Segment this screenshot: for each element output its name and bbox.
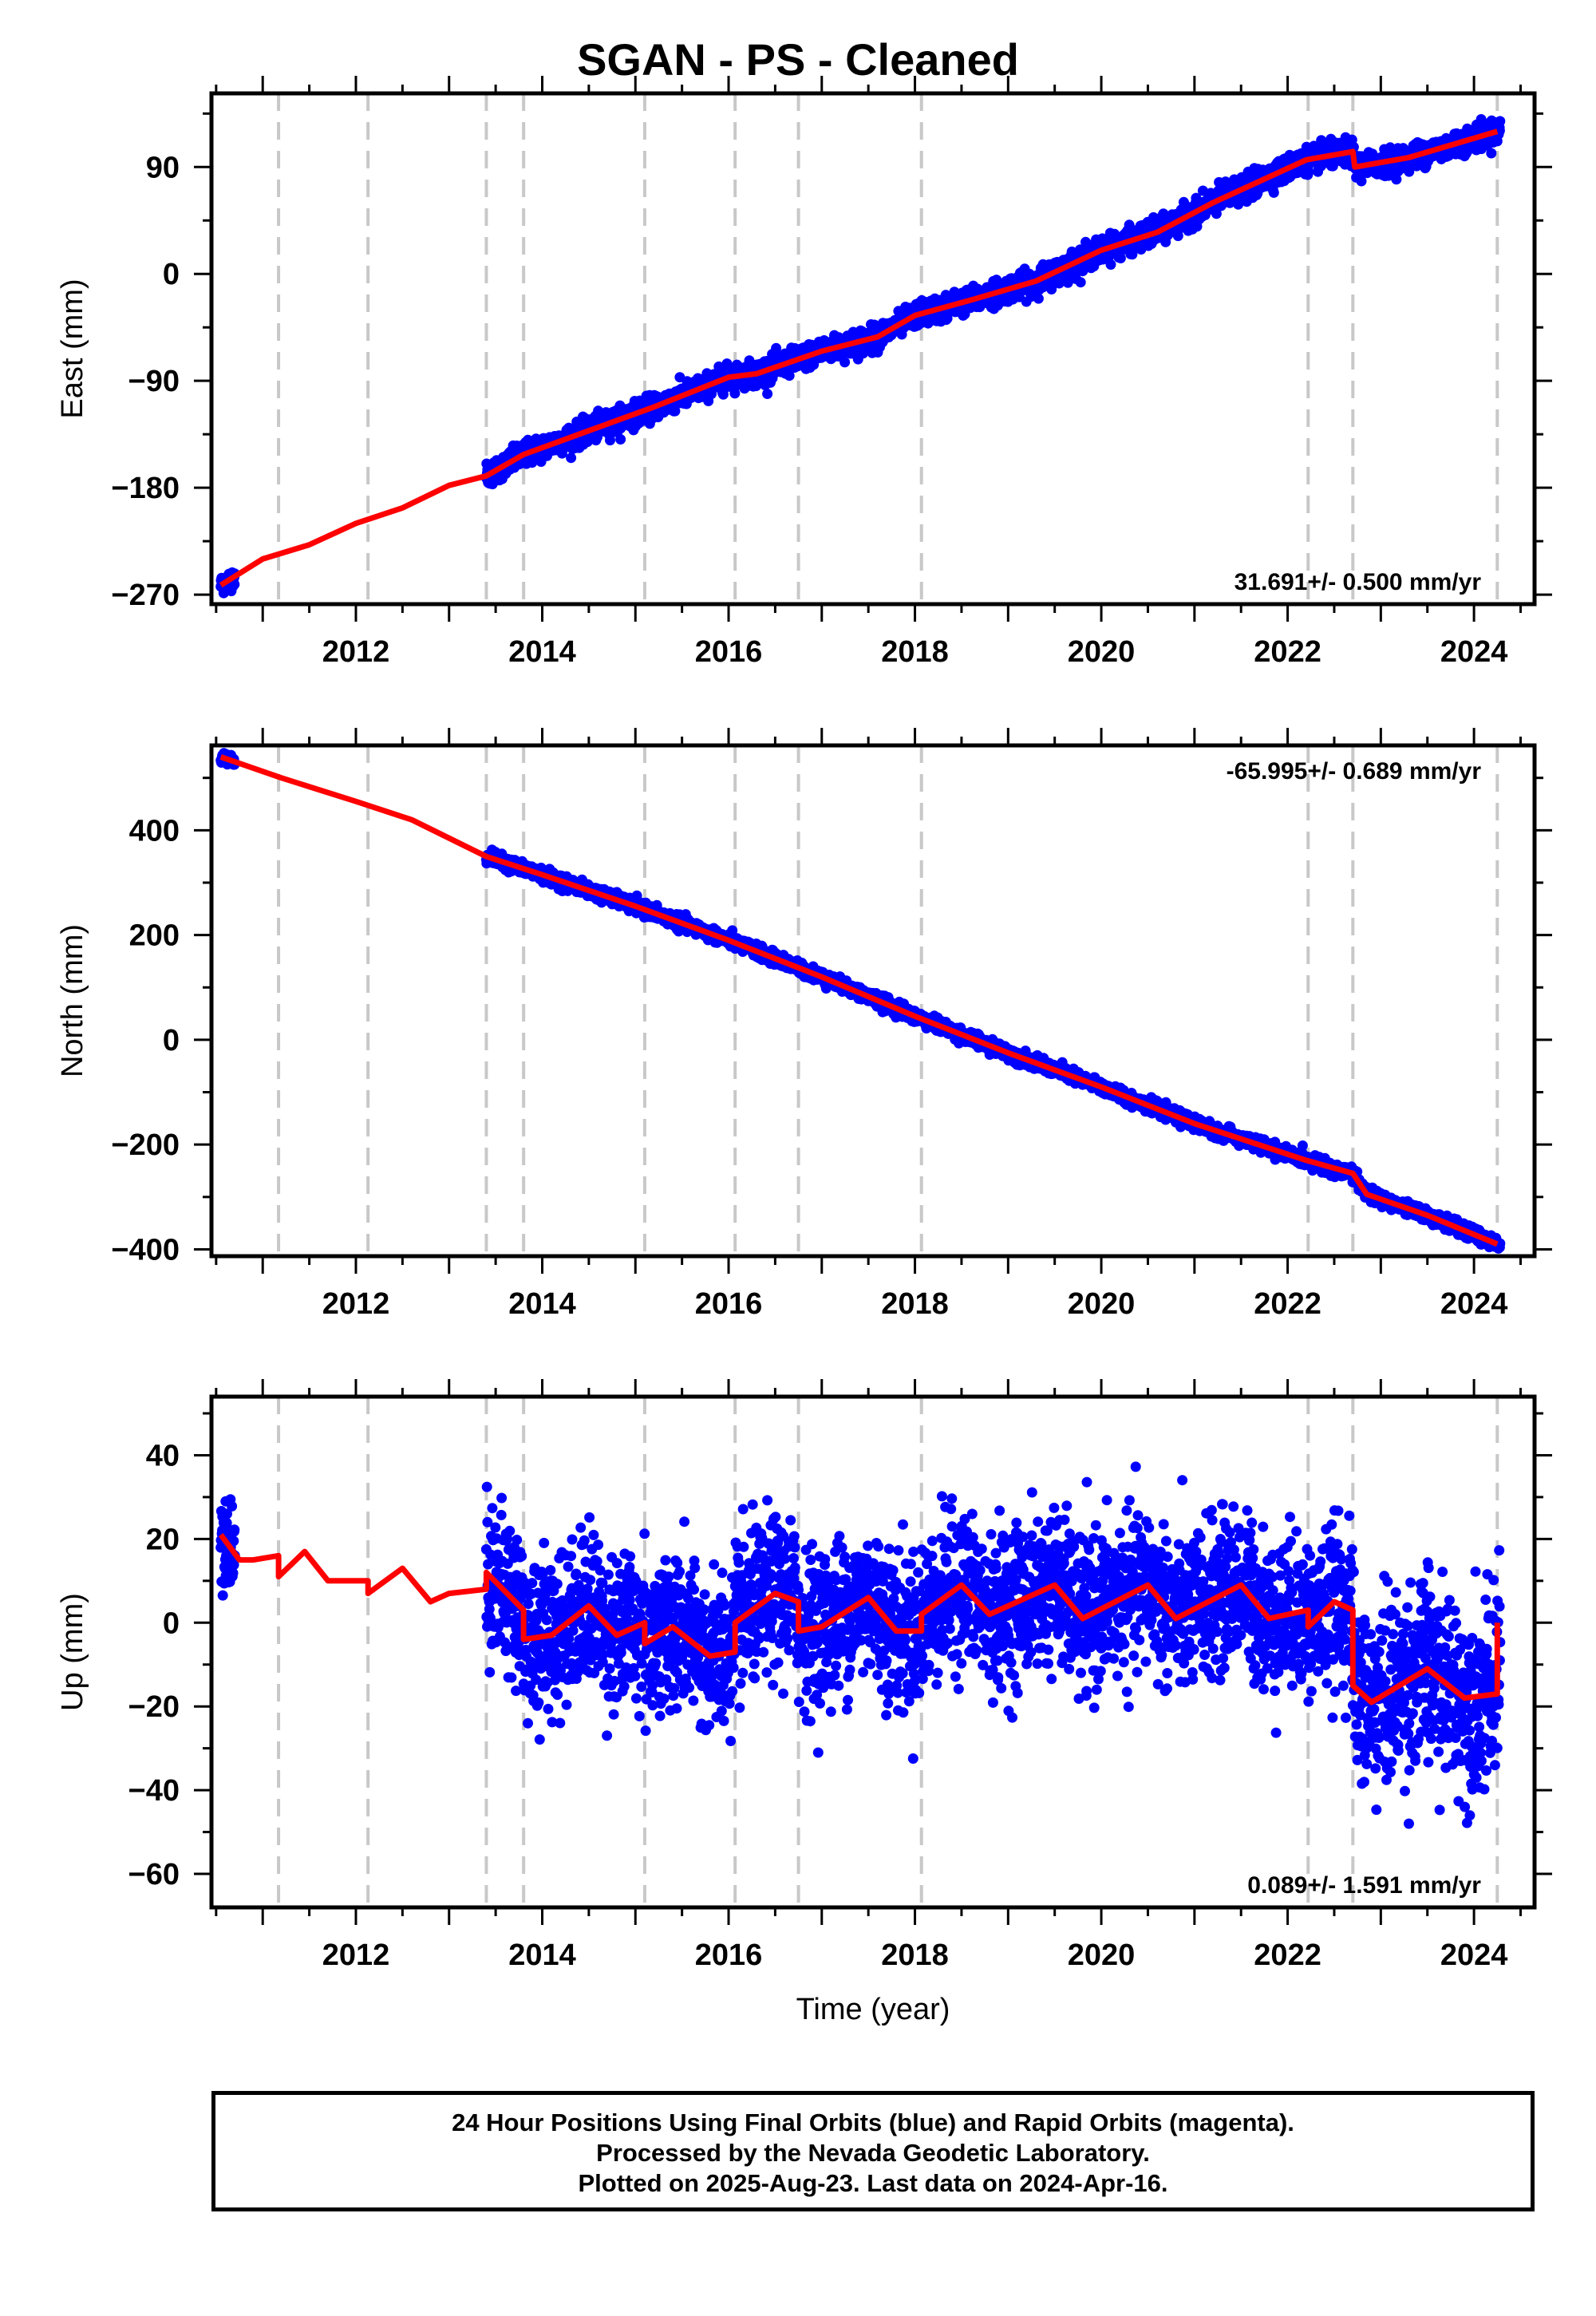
north-panel: 2012 2014 2016 2018 2020 2022 2024−400−2000200… — [56, 728, 1552, 1321]
x-tick-label: 2016 — [695, 635, 763, 669]
y-tick-label: −90 — [128, 365, 180, 398]
data-point — [727, 925, 738, 936]
rate-label: 31.691+/- 0.500 mm/yr — [1235, 569, 1482, 595]
plot-frame — [209, 91, 1537, 607]
data-point — [771, 342, 782, 354]
data-point — [605, 435, 615, 446]
data-point — [1211, 208, 1222, 219]
data-point — [1495, 116, 1506, 127]
x-tick-label: 2022 — [1254, 635, 1321, 669]
data-point — [1115, 253, 1126, 263]
y-axis-label: East (mm) — [56, 279, 89, 418]
data-point — [784, 370, 795, 381]
data-point — [1105, 259, 1116, 270]
data-point — [1268, 187, 1279, 198]
data-point — [839, 357, 851, 368]
y-tick-label: 90 — [146, 151, 180, 184]
data-point — [717, 389, 729, 400]
data-point — [1075, 277, 1086, 288]
data-point — [729, 388, 741, 399]
x-tick-label: 2014 — [508, 635, 576, 669]
page-title: SGAN - PS - Cleaned — [577, 34, 1019, 85]
data-points — [215, 748, 1506, 1254]
model-line — [219, 128, 1499, 588]
data-point — [1486, 148, 1497, 159]
data-point — [1062, 277, 1073, 288]
data-points — [215, 114, 1506, 599]
x-tick-label: 2020 — [1068, 635, 1136, 669]
data-point — [721, 358, 733, 370]
data-point — [566, 453, 577, 464]
data-point — [229, 579, 240, 590]
x-tick-label: 2018 — [881, 635, 949, 669]
y-tick-label: −180 — [111, 472, 180, 505]
x-tick-label: 2012 — [322, 635, 390, 669]
data-point — [1356, 176, 1367, 187]
y-tick-label: 0 — [163, 258, 180, 291]
x-tick-label: 2024 — [1440, 635, 1508, 669]
data-point — [1303, 167, 1314, 178]
data-point — [762, 389, 773, 399]
data-point — [615, 434, 626, 445]
data-point — [1391, 174, 1402, 185]
east-panel: 2012 2014 2016 2018 2020 2022 2024 −270 −180 −90 0… — [56, 76, 1552, 669]
y-tick-label: −270 — [111, 579, 180, 612]
data-point — [1033, 293, 1044, 304]
